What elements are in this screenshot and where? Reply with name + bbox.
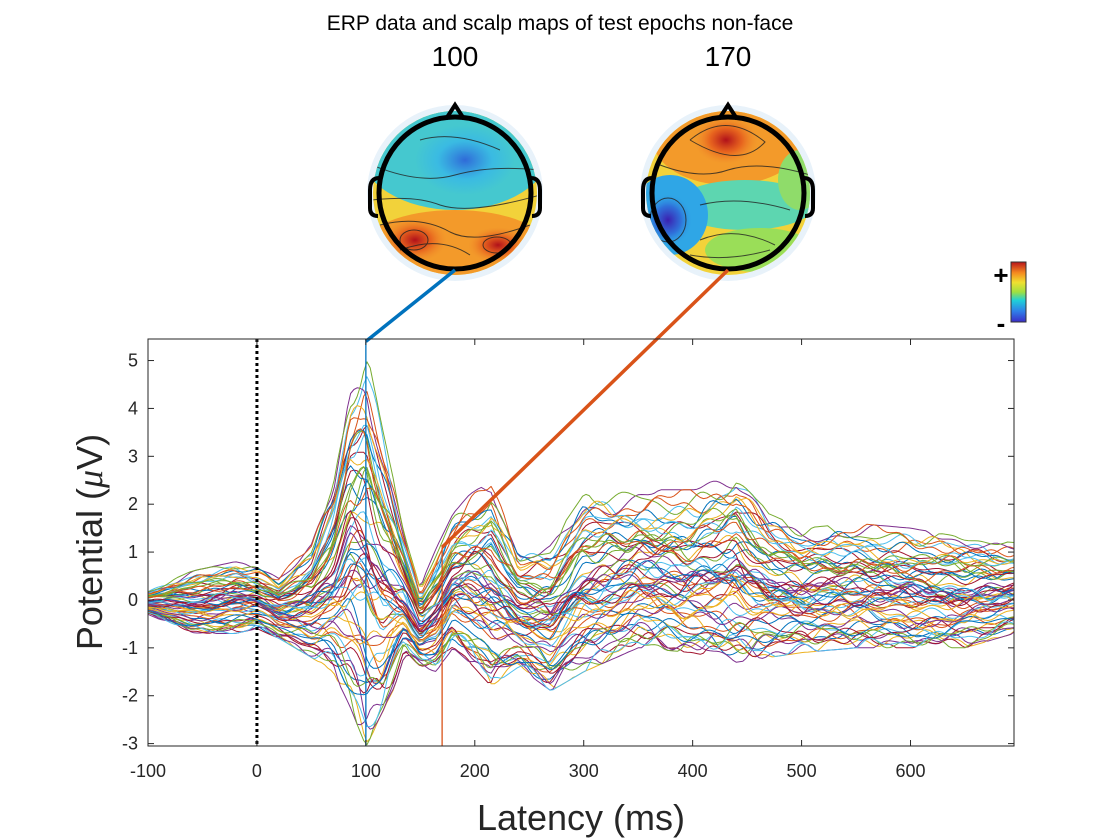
x-tick-label: 300 <box>569 761 599 781</box>
erp-channel-trace <box>148 467 1014 612</box>
erp-channel-trace <box>148 517 1014 632</box>
scalp-map <box>367 101 543 281</box>
erp-channel-trace <box>148 424 1014 594</box>
y-axis-label: Potential (μV) <box>69 434 110 650</box>
scalp-map-connector <box>440 268 730 549</box>
y-tick-label: 0 <box>128 590 138 610</box>
x-tick-label: 200 <box>460 761 490 781</box>
scalp-map <box>640 101 816 281</box>
y-tick-label: 5 <box>128 351 138 371</box>
y-tick-label: 4 <box>128 398 138 418</box>
erp-traces <box>148 361 1014 746</box>
chart-title: ERP data and scalp maps of test epochs n… <box>327 12 794 35</box>
y-axis: -3 -2 -1 0 1 2 3 4 5 <box>122 351 1014 754</box>
plot-area <box>148 339 1014 746</box>
erp-channel-trace <box>148 593 1014 651</box>
x-axis-label: Latency (ms) <box>477 797 685 838</box>
erp-channel-trace <box>148 594 1014 669</box>
erp-channel-trace <box>148 458 1014 599</box>
x-tick-label: 600 <box>895 761 925 781</box>
erp-channel-trace <box>148 613 1014 726</box>
erp-channel-trace <box>148 612 1014 690</box>
x-tick-label: 500 <box>787 761 817 781</box>
scalp-map-latency-label: 100 <box>432 41 479 72</box>
x-tick-label: -100 <box>130 761 166 781</box>
y-tick-label: 2 <box>128 494 138 514</box>
colorbar-minus-label: - <box>997 308 1006 338</box>
x-tick-label: 0 <box>252 761 262 781</box>
x-axis: -100 0 100 200 300 400 500 600 <box>130 339 926 781</box>
erp-channel-trace <box>148 417 1014 595</box>
latency-markers <box>364 268 730 746</box>
erp-channel-trace <box>148 612 1014 687</box>
erp-channel-trace <box>148 539 1014 622</box>
erp-channel-trace <box>148 611 1014 728</box>
y-tick-label: -3 <box>122 734 138 754</box>
scalp-map-connector <box>364 268 457 343</box>
erp-channel-trace <box>148 466 1014 602</box>
erp-channel-trace <box>148 428 1014 609</box>
erp-channel-trace <box>148 387 1014 594</box>
colorbar: + - <box>993 260 1027 338</box>
erp-channel-trace <box>148 609 1014 696</box>
erp-channel-trace <box>148 553 1014 633</box>
y-tick-label: -2 <box>122 686 138 706</box>
scalp-map-latency-label: 170 <box>705 41 752 72</box>
x-tick-label: 400 <box>678 761 708 781</box>
erp-channel-trace <box>148 588 1014 664</box>
erp-channel-trace <box>148 563 1014 639</box>
erp-channel-trace <box>148 405 1014 596</box>
erp-channel-trace <box>148 430 1014 609</box>
y-tick-label: -1 <box>122 638 138 658</box>
colorbar-plus-label: + <box>993 260 1008 290</box>
y-tick-label: 3 <box>128 446 138 466</box>
erp-channel-trace <box>148 487 1014 610</box>
y-tick-label: 1 <box>128 542 138 562</box>
erp-channel-trace <box>148 510 1014 623</box>
x-tick-label: 100 <box>351 761 381 781</box>
